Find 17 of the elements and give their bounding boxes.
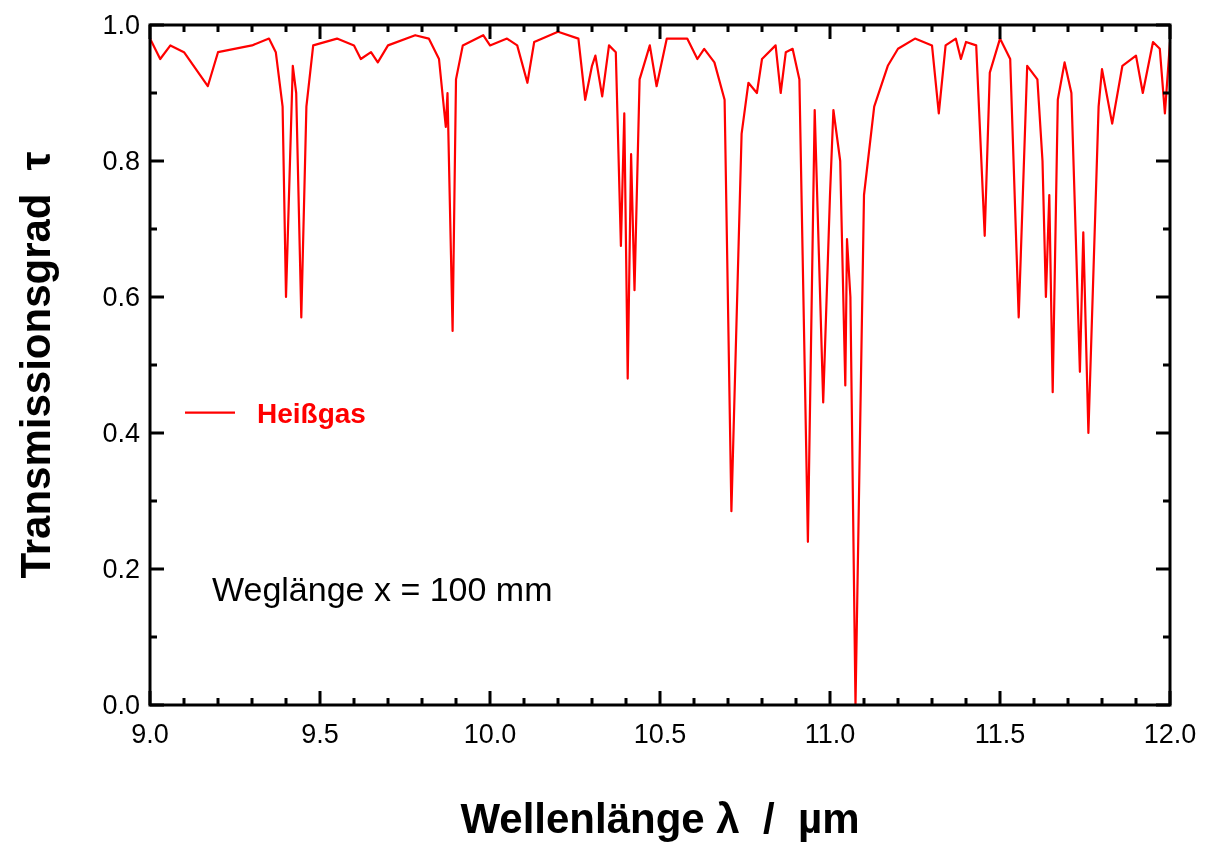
y-tick-label: 0.4 (102, 418, 140, 448)
y-tick-label: 0.8 (102, 146, 140, 176)
x-tick-label: 11.0 (804, 719, 856, 749)
legend-label: Heißgas (257, 397, 366, 429)
x-tick-label: 10.5 (633, 719, 687, 749)
y-tick-label: 1.0 (102, 10, 140, 40)
y-axis-title: Transmissionsgrad τ (12, 151, 59, 579)
x-tick-label: 11.5 (974, 719, 1026, 749)
annotation: Weglänge x = 100 mm (212, 570, 553, 609)
y-tick-label: 0.6 (102, 282, 140, 312)
x-tick-label: 9.5 (301, 719, 339, 749)
x-axis-title: Wellenlänge λ / µm (460, 795, 860, 842)
y-tick-label: 0.0 (102, 690, 140, 720)
x-tick-label: 12.0 (1143, 719, 1197, 749)
y-tick-label: 0.2 (102, 554, 140, 584)
x-tick-label: 9.0 (131, 719, 169, 749)
x-tick-label: 10.0 (463, 719, 517, 749)
